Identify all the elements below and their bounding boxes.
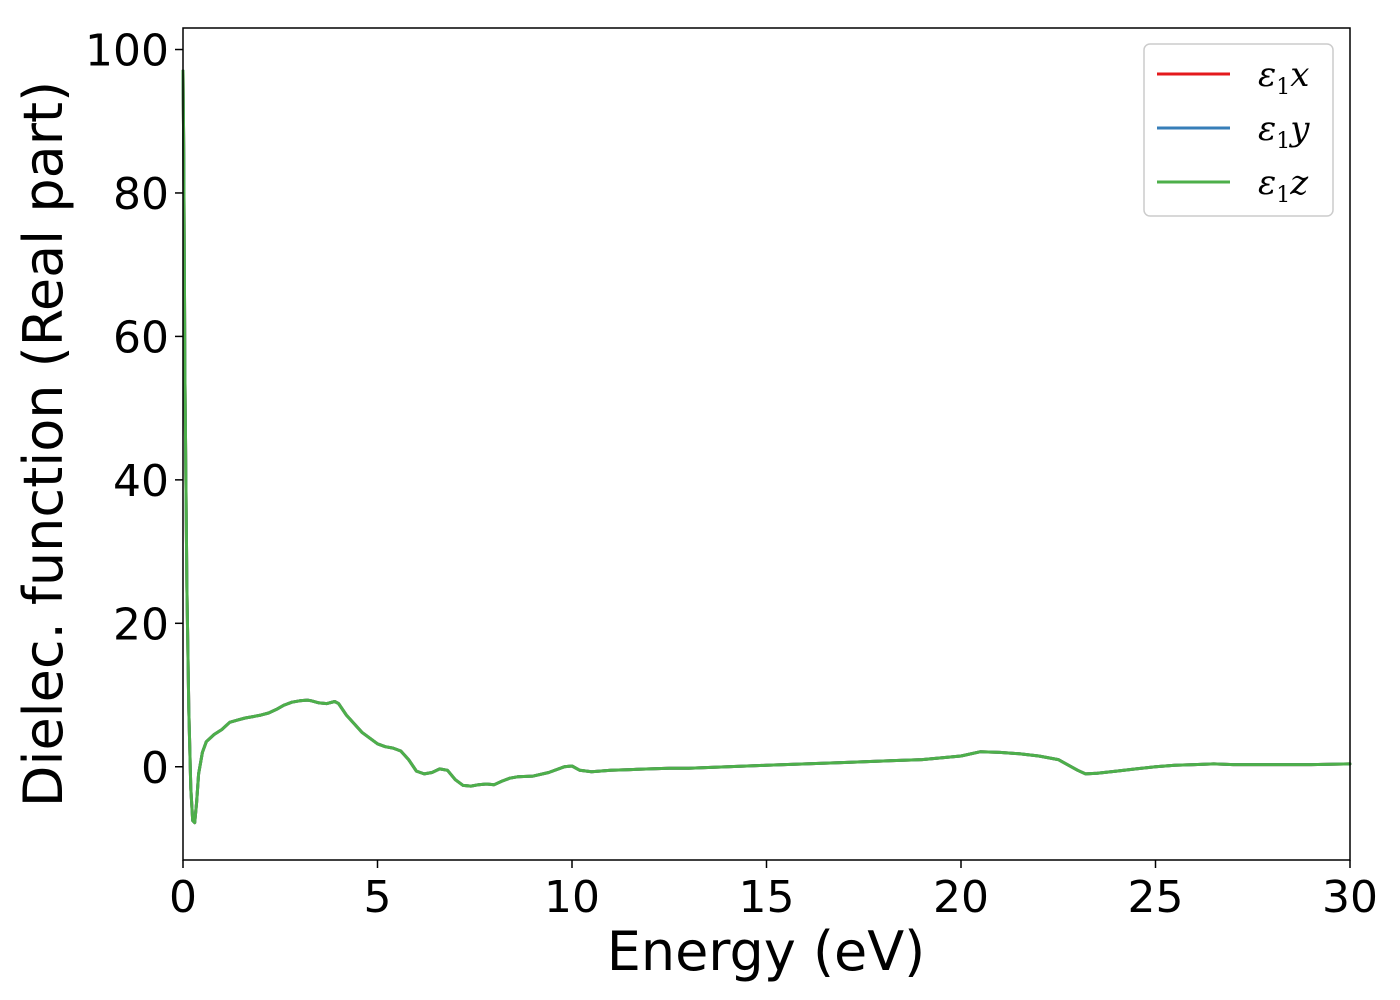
- x-tick-label: 0: [169, 872, 197, 923]
- y-tick-label: 0: [141, 743, 169, 794]
- legend: ε1x ε1y ε1z: [1143, 43, 1334, 217]
- x-axis: 0 5 10 15 20 25 30: [169, 860, 1378, 923]
- legend-label: ε1z: [1258, 163, 1309, 208]
- legend-label: ε1x: [1258, 55, 1309, 100]
- legend-entry-x: ε1x: [1157, 55, 1309, 100]
- y-tick-label: 60: [113, 312, 169, 363]
- legend-box: [1143, 43, 1334, 217]
- x-tick-label: 20: [933, 872, 989, 923]
- legend-label: ε1y: [1258, 109, 1310, 154]
- legend-entry-y: ε1y: [1157, 109, 1310, 154]
- x-tick-label: 30: [1322, 872, 1378, 923]
- y-tick-label: 100: [85, 26, 169, 77]
- legend-entry-z: ε1z: [1157, 163, 1309, 208]
- y-tick-label: 40: [113, 456, 169, 507]
- x-tick-label: 15: [739, 872, 795, 923]
- x-tick-label: 5: [364, 872, 392, 923]
- x-tick-label: 10: [544, 872, 600, 923]
- y-axis-title: Dielec. function (Real part): [12, 81, 75, 807]
- series-line-z: [181, 69, 1352, 825]
- x-tick-label: 25: [1128, 872, 1184, 923]
- y-axis: 0 20 40 60 80 100: [85, 26, 183, 794]
- y-tick-label: 80: [113, 169, 169, 220]
- x-axis-title: Energy (eV): [607, 920, 926, 983]
- y-tick-label: 20: [113, 599, 169, 650]
- plot-lines: [181, 69, 1352, 825]
